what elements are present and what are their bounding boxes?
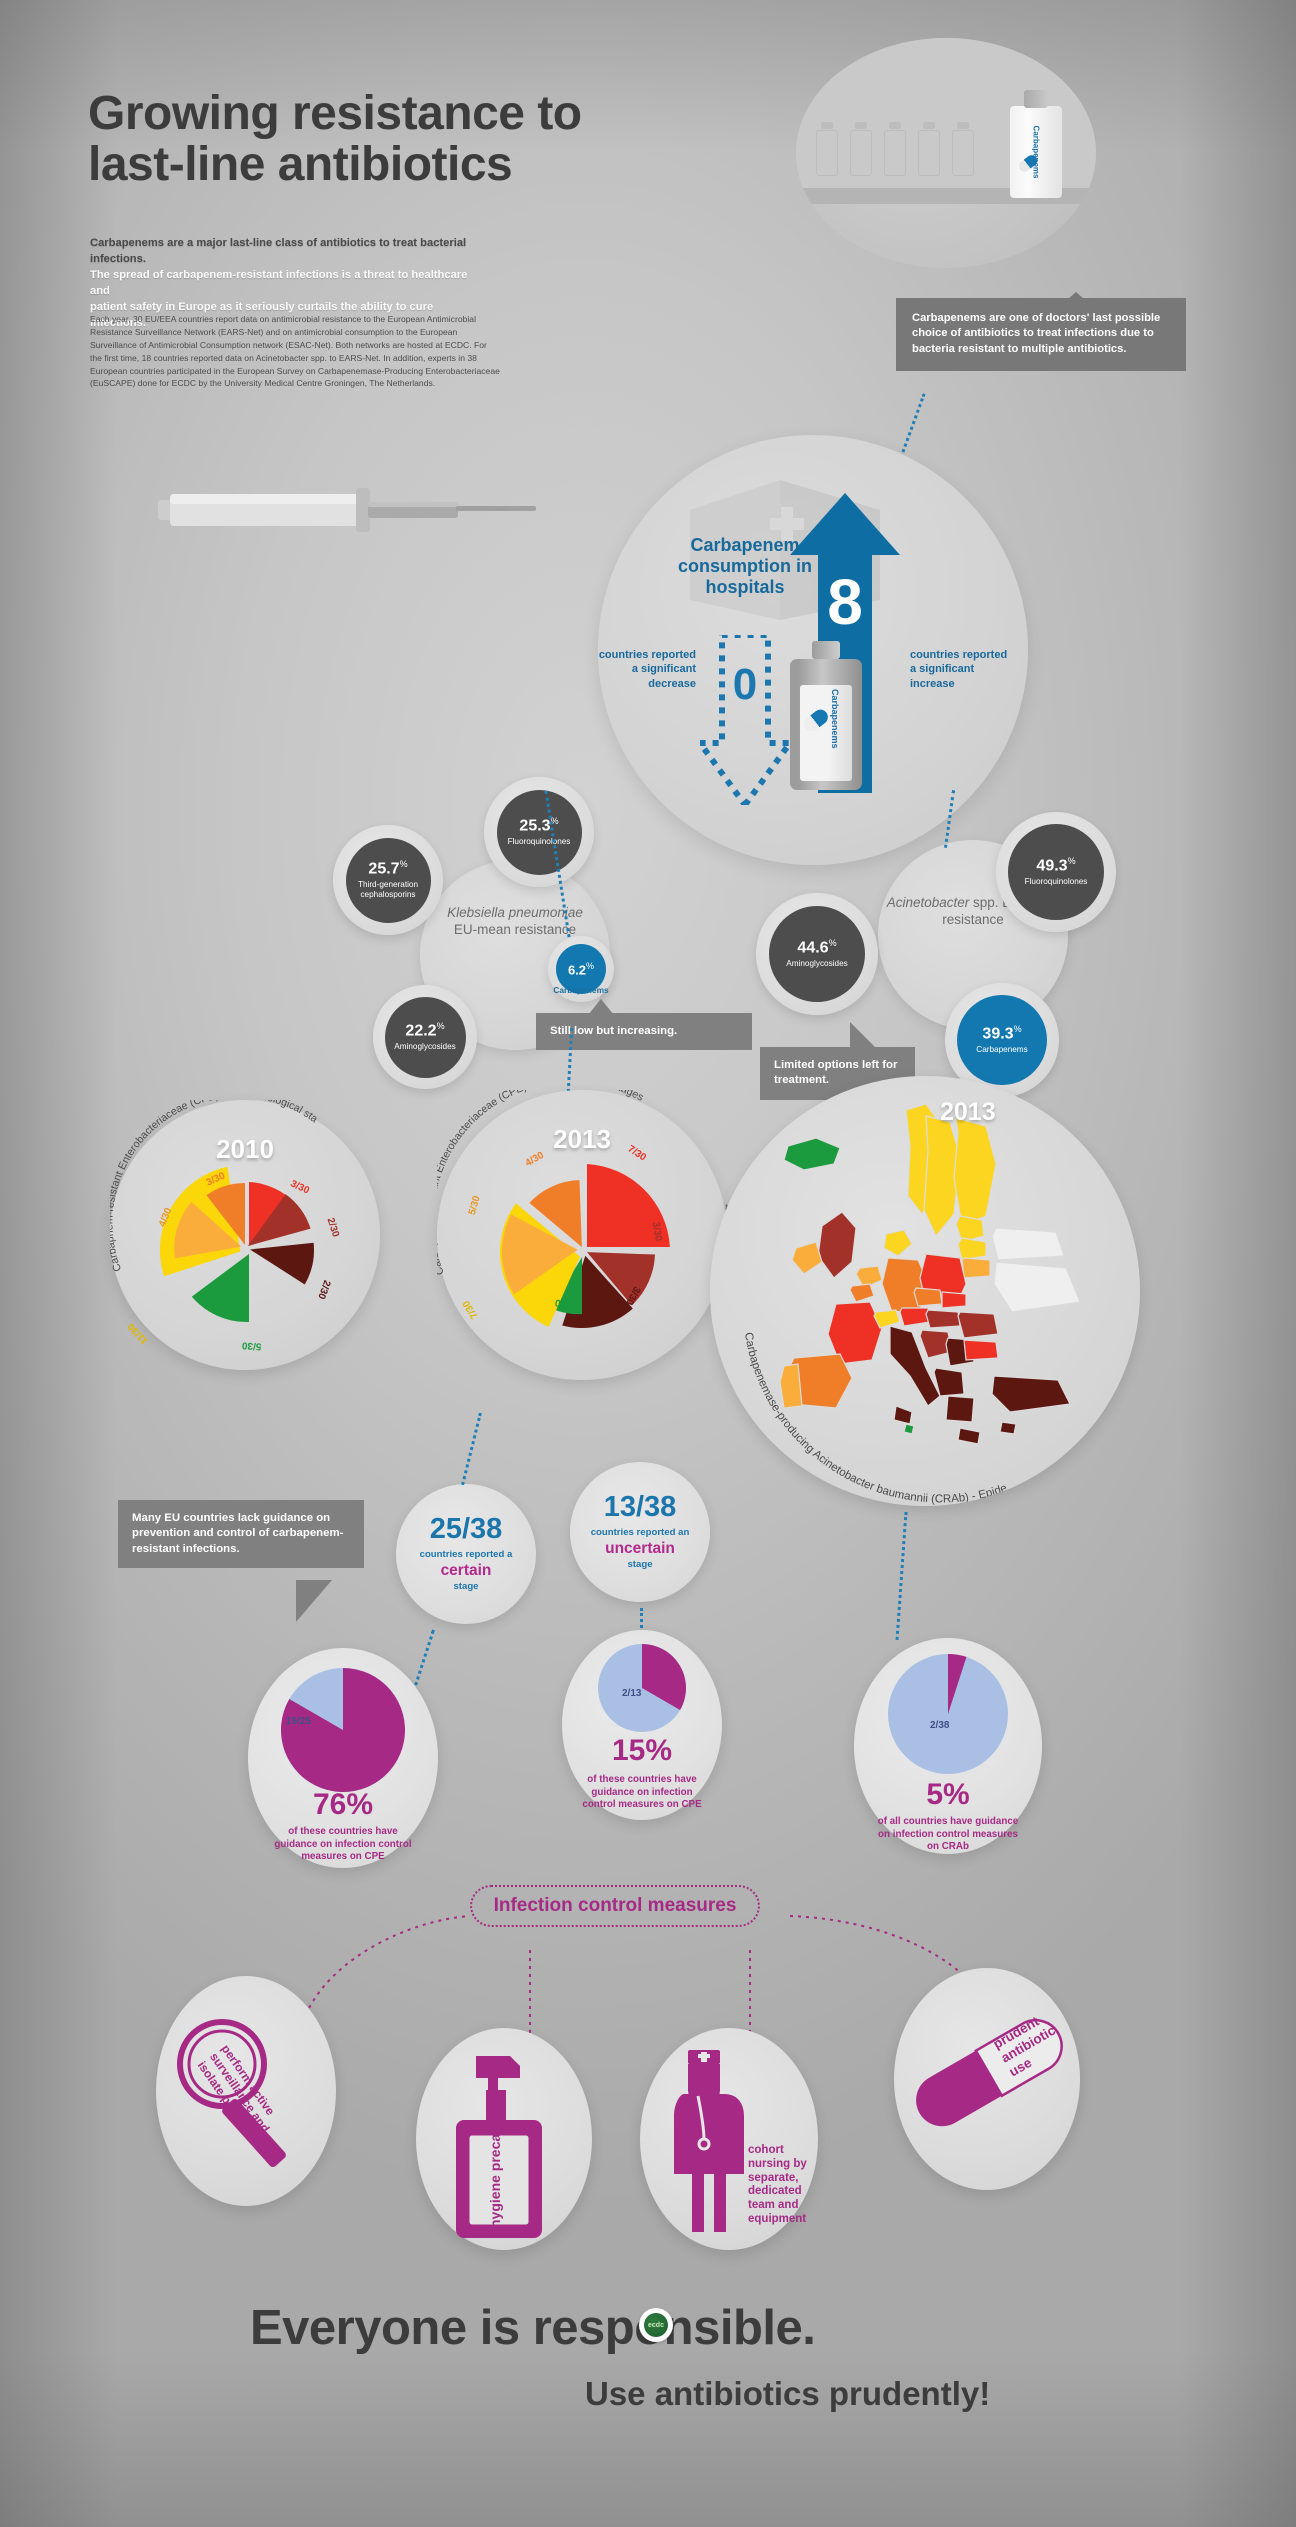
klebsiella-aminoglycosides-ring: 22.2% Aminoglycosides — [373, 985, 477, 1089]
certain-fraction: 25/38 — [429, 1513, 503, 1546]
increase-count: 8 — [827, 566, 863, 638]
vial-shelf-illustration: Carbapenems — [796, 38, 1096, 268]
europe-map — [779, 1103, 1081, 1445]
methodology-note: Each year, 30 EU/EEA countries report da… — [90, 314, 500, 389]
connector-line — [895, 1512, 908, 1640]
decrease-count: 0 — [732, 660, 758, 709]
klebsiella-hub-label: Klebsiella pneumoniae EU-mean resistance — [447, 905, 583, 937]
icm-measure-cohort-nursing: cohort nursing by separate, dedicated te… — [640, 2028, 818, 2250]
ecdc-logo: ecdc — [639, 2308, 673, 2342]
pie-2010-label-nocase: 5/30 — [241, 1339, 262, 1352]
klebsiella-carbapenems: 6.2% — [556, 944, 606, 994]
callout-doctors-last-choice: Carbapenems are one of doctors' last pos… — [896, 298, 1186, 372]
klebsiella-fluoroquinolones-ring: 25.3% Fluoroquinolones — [484, 777, 594, 887]
pie-2013-backdrop — [437, 1090, 727, 1380]
svg-text:hygiene precautions: hygiene precautions — [487, 2092, 503, 2228]
icm-measure-prudent-use: prudent antibiotic use — [894, 1968, 1080, 2190]
small-vial-group — [816, 122, 974, 176]
lead-line-3: patient safety in Europe as it seriously… — [90, 300, 434, 329]
pie-2013-chart — [499, 1164, 670, 1329]
klebsiella-fluoroquinolones: 25.3% Fluoroquinolones — [496, 789, 582, 875]
acinetobacter-fluoroquinolones: 49.3% Fluoroquinolones — [1008, 824, 1104, 920]
nurse-icon — [674, 2050, 744, 2232]
lead-line-1: Carbapenems are a major last-line class … — [90, 237, 467, 265]
icm-label-cohort-nursing: cohort nursing by separate, dedicated te… — [748, 2144, 807, 2225]
pie-2010-chart — [160, 1166, 314, 1323]
vial-icon — [850, 122, 872, 176]
footer-subline: Use antibiotics prudently! — [585, 2375, 991, 2412]
speech-lack-guidance: Many EU countries lack guidance on preve… — [118, 1500, 364, 1569]
klebsiella-carbapenems-label: Carbapenems — [553, 985, 609, 995]
guidance-5-fraction: 2/38 — [930, 1720, 950, 1731]
guidance-15-percent: 15% — [611, 1734, 673, 1767]
guidance-76-pie — [280, 1668, 405, 1792]
pie-2013-panel: 2013 7/30 3/30 3/30 1/30 7/30 5/30 4/30 … — [437, 1090, 727, 1380]
guidance-5-pie — [888, 1654, 1008, 1774]
guidance-15-text: of these countries have guidance on infe… — [582, 1774, 702, 1811]
lead-paragraph: Carbapenems are a major last-line class … — [90, 236, 490, 331]
page-title: Growing resistance to last-line antibiot… — [88, 88, 728, 191]
uncertain-fraction: 13/38 — [603, 1491, 677, 1524]
guidance-76-fraction: 19/25 — [286, 1716, 312, 1727]
connector-line — [901, 393, 926, 453]
icm-measure-hygiene: hygiene precautions — [416, 2028, 592, 2250]
ecdc-logo-mark: ecdc — [644, 2313, 668, 2337]
guidance-crab-circle: 2/38 5% of all countries have guidance o… — [854, 1638, 1042, 1854]
decrease-arrow-icon — [700, 635, 790, 805]
icm-measure-surveillance: perform active surveillance and isolate … — [156, 1976, 336, 2206]
pie-2010-year: 2010 — [216, 1134, 274, 1164]
decrease-label: countries reported a significant decreas… — [598, 649, 696, 690]
pie-2013-year: 2013 — [553, 1124, 611, 1154]
carbapenem-vial-icon: Carbapenems — [790, 641, 862, 790]
vial-icon — [816, 122, 838, 176]
vial-icon — [918, 122, 940, 176]
uncertain-stage-circle: 13/38 countries reported an uncertain st… — [570, 1462, 710, 1602]
uncertain-caption: countries reported an uncertain stage — [590, 1527, 690, 1570]
acinetobacter-aminoglycosides-ring: 44.6% Aminoglycosides — [756, 893, 878, 1015]
soap-dispenser-icon: hygiene precautions — [456, 2056, 542, 2238]
capsule-icon — [916, 2019, 1063, 2127]
footer-headline: Everyone is responsible. — [250, 2301, 816, 2355]
speech-tail — [850, 1022, 878, 1050]
klebsiella-cephalosporins-ring: 25.7% Third-generation cephalosporins — [333, 825, 443, 935]
syringe-illustration — [132, 488, 536, 532]
vial-icon — [952, 122, 974, 176]
acinetobacter-fluoroquinolones-ring: 49.3% Fluoroquinolones — [996, 812, 1116, 932]
magnifier-icon — [177, 2019, 286, 2168]
increase-label: countries reported a significant increas… — [910, 649, 1008, 690]
pie-2010-panel: 2010 3/30 2/30 2/30 5/30 11/30 4/30 3/30… — [110, 1100, 380, 1370]
guidance-15-pie — [598, 1644, 686, 1732]
klebsiella-aminoglycosides: 22.2% Aminoglycosides — [384, 996, 466, 1078]
europe-map-panel: Carbapenemase-producing Acinetobacter ba… — [710, 1076, 1140, 1506]
consumption-title: Carbapenem consumption in hospitals — [678, 535, 812, 598]
connector-line — [461, 1412, 482, 1486]
guidance-76-percent: 76% — [312, 1788, 374, 1821]
highlighted-vial-icon: Carbapenems — [1010, 90, 1062, 198]
title-line-2: last-line antibiotics — [88, 138, 513, 192]
lead-line-2: The spread of carbapenem-resistant infec… — [90, 268, 468, 297]
certain-stage-circle: 25/38 countries reported a certain stage — [396, 1484, 536, 1624]
guidance-cpe-certain-circle: 19/25 76% of these countries have guidan… — [248, 1648, 438, 1868]
vial-icon — [884, 122, 906, 176]
increase-arrow-icon — [790, 493, 900, 793]
guidance-15-fraction: 2/13 — [622, 1688, 642, 1699]
guidance-5-percent: 5% — [926, 1778, 970, 1811]
guidance-5-text: of all countries have guidance on infect… — [877, 1816, 1019, 1853]
speech-tail — [296, 1580, 332, 1622]
title-line-1: Growing resistance to — [88, 87, 582, 140]
icm-title-box: Infection control measures — [470, 1885, 760, 1927]
acinetobacter-carbapenems: 39.3% Carbapenems — [957, 995, 1047, 1085]
speech-still-low: Still low but increasing. — [536, 1013, 752, 1051]
guidance-cpe-uncertain-circle: 2/13 15% of these countries have guidanc… — [562, 1630, 722, 1820]
speech-tail — [588, 999, 614, 1015]
map-year: 2013 — [940, 1098, 996, 1126]
certain-caption: countries reported a certain stage — [419, 1549, 513, 1592]
klebsiella-cephalosporins: 25.7% Third-generation cephalosporins — [345, 837, 431, 923]
klebsiella-carbapenems-ring: 6.2% — [548, 936, 614, 1002]
guidance-76-text: of these countries have guidance on infe… — [274, 1826, 412, 1863]
acinetobacter-aminoglycosides: 44.6% Aminoglycosides — [769, 906, 865, 1002]
acinetobacter-carbapenems-ring: 39.3% Carbapenems — [945, 983, 1059, 1097]
